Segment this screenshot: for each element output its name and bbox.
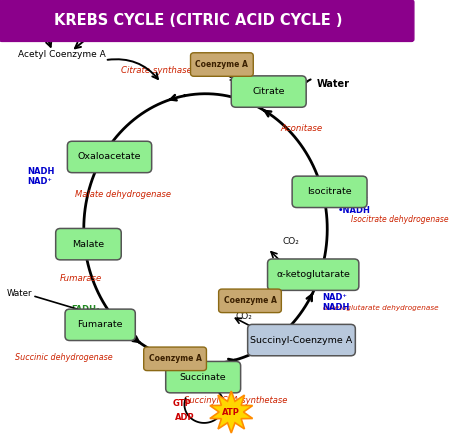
Text: CO₂: CO₂ (236, 312, 253, 321)
Text: GTP: GTP (173, 399, 191, 409)
Text: KREBS CYCLE (CITRIC ACID CYCLE ): KREBS CYCLE (CITRIC ACID CYCLE ) (54, 13, 343, 28)
Text: Fumarate: Fumarate (77, 320, 123, 329)
FancyBboxPatch shape (65, 309, 135, 341)
Text: Acetyl Coenzyme A: Acetyl Coenzyme A (18, 50, 106, 59)
Text: NAD⁺: NAD⁺ (344, 195, 368, 204)
Text: Succinate: Succinate (180, 373, 227, 382)
Text: Isocitrate dehydrogenase: Isocitrate dehydrogenase (351, 215, 448, 225)
Text: Coenzyme A: Coenzyme A (195, 60, 248, 69)
Text: Fumarase: Fumarase (59, 274, 101, 283)
Text: NAD⁺: NAD⁺ (323, 293, 347, 302)
Text: ATP: ATP (222, 408, 240, 416)
Text: Malate: Malate (73, 240, 105, 249)
Text: α-ketoglutarate: α-ketoglutarate (276, 270, 350, 279)
FancyBboxPatch shape (231, 76, 306, 107)
Text: GDP: GDP (188, 384, 208, 393)
Text: Aconitase: Aconitase (281, 124, 322, 133)
FancyBboxPatch shape (0, 0, 414, 41)
Text: NADH: NADH (323, 303, 350, 312)
FancyBboxPatch shape (67, 141, 152, 173)
Text: α-ketoglutarate dehydrogenase: α-ketoglutarate dehydrogenase (323, 304, 438, 310)
Text: Fatty acids: Fatty acids (71, 19, 125, 28)
Text: FAD: FAD (71, 315, 89, 324)
FancyBboxPatch shape (292, 176, 367, 208)
Text: Water: Water (317, 79, 349, 89)
FancyBboxPatch shape (219, 289, 282, 313)
FancyBboxPatch shape (144, 347, 207, 371)
FancyBboxPatch shape (166, 361, 241, 393)
Text: FADH₂: FADH₂ (71, 305, 100, 314)
FancyBboxPatch shape (247, 324, 356, 356)
Text: •NADH: •NADH (338, 206, 371, 215)
FancyBboxPatch shape (191, 53, 253, 76)
Text: Malate dehydrogenase: Malate dehydrogenase (74, 190, 171, 199)
Text: Citrate: Citrate (253, 87, 285, 96)
Text: NADH: NADH (27, 167, 55, 176)
Text: Succinyl-Coenzyme A: Succinyl-Coenzyme A (250, 336, 353, 344)
Text: Oxaloacetate: Oxaloacetate (78, 153, 141, 161)
Text: Coenzyme A: Coenzyme A (149, 354, 201, 363)
Text: Coenzyme A: Coenzyme A (224, 296, 276, 305)
Text: ADP: ADP (174, 413, 194, 422)
Polygon shape (210, 391, 253, 433)
FancyBboxPatch shape (55, 228, 121, 260)
Text: Water: Water (7, 289, 32, 298)
Text: Isocitrate: Isocitrate (307, 187, 352, 196)
Text: Succinyl-CoA synthetase: Succinyl-CoA synthetase (184, 396, 288, 405)
Text: Citrate synthase: Citrate synthase (121, 66, 192, 75)
Text: CO₂: CO₂ (283, 237, 300, 246)
Text: NAD⁺: NAD⁺ (27, 177, 53, 186)
Text: Succinic dehydrogenase: Succinic dehydrogenase (15, 353, 112, 362)
FancyBboxPatch shape (267, 259, 359, 290)
Text: Glucose: Glucose (22, 19, 60, 28)
